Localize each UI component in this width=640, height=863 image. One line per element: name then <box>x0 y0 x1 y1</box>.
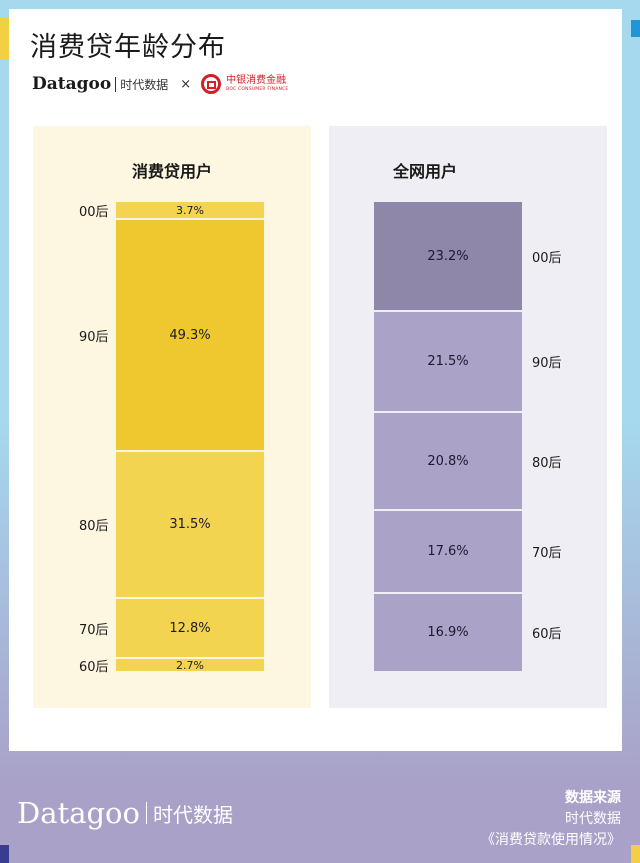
age-label-70: 70后 <box>532 546 562 561</box>
boc-logo-icon <box>201 74 222 94</box>
age-label-00: 00后 <box>532 250 562 266</box>
panel-all-internet-users: 全网用户 23.2% 00后 21.5% 90后 20.8% 80后 17.6%… <box>329 126 607 708</box>
bar-segment-60: 16.9% <box>374 594 522 671</box>
footer-brand-cn: 时代数据 <box>152 802 233 827</box>
bar-segment-00: 23.2% <box>374 202 522 310</box>
source-report: 《消费贷款使用情况》 <box>481 832 621 848</box>
data-source: 数据来源 时代数据 《消费贷款使用情况》 <box>481 788 621 851</box>
corner-accent-navy <box>0 845 9 863</box>
corner-accent-blue <box>631 20 640 37</box>
footer-brand-divider <box>145 802 147 824</box>
partner-cn-name: 中银消费金融 <box>226 75 287 86</box>
bar-segment-90: 49.3% <box>116 220 264 450</box>
bar-segment-70: 12.8% <box>116 599 264 657</box>
footer-datagoo-logo: Datagoo <box>17 796 140 830</box>
age-label-60: 60后 <box>532 627 562 642</box>
brand-divider <box>115 76 117 92</box>
age-label-70: 70后 <box>79 622 109 638</box>
bar-segment-80: 31.5% <box>116 452 264 597</box>
bar-segment-60: 2.7% <box>116 659 264 672</box>
age-label-80: 80后 <box>532 455 562 471</box>
collab-cross: × <box>180 76 192 92</box>
bar-segment-90: 21.5% <box>374 312 522 411</box>
bar-segment-00: 3.7% <box>116 202 264 218</box>
source-title: 数据来源 <box>565 790 621 806</box>
age-label-80: 80后 <box>79 519 109 534</box>
brand-cn-name: 时代数据 <box>120 77 169 92</box>
age-label-00: 00后 <box>79 204 109 220</box>
corner-accent-yellow <box>0 18 9 60</box>
datagoo-logo: Datagoo <box>32 74 112 94</box>
footer-brand: Datagoo 时代数据 <box>17 796 233 830</box>
age-label-90: 90后 <box>79 329 109 345</box>
panel-title-left: 消费贷用户 <box>131 162 212 181</box>
page-title: 消费贷年龄分布 <box>30 32 226 63</box>
brand-row: Datagoo 时代数据 × 中银消费金融 BOC CONSUMER FINAN… <box>32 70 288 98</box>
bar-segment-80: 20.8% <box>374 413 522 509</box>
corner-accent-yellow-bottom <box>631 845 640 863</box>
panel-title-right: 全网用户 <box>392 162 457 181</box>
partner-logo-text: 中银消费金融 BOC CONSUMER FINANCE <box>226 75 288 93</box>
panel-consumer-loan-users: 消费贷用户 00后 3.7% 90后 49.3% 80后 31.5% 70后 1… <box>33 126 311 708</box>
frame-top-border <box>0 0 640 9</box>
age-label-60: 60后 <box>79 659 109 675</box>
partner-en-name: BOC CONSUMER FINANCE <box>226 87 289 92</box>
source-org: 时代数据 <box>565 811 621 827</box>
age-label-90: 90后 <box>532 356 562 371</box>
bar-segment-70: 17.6% <box>374 511 522 592</box>
